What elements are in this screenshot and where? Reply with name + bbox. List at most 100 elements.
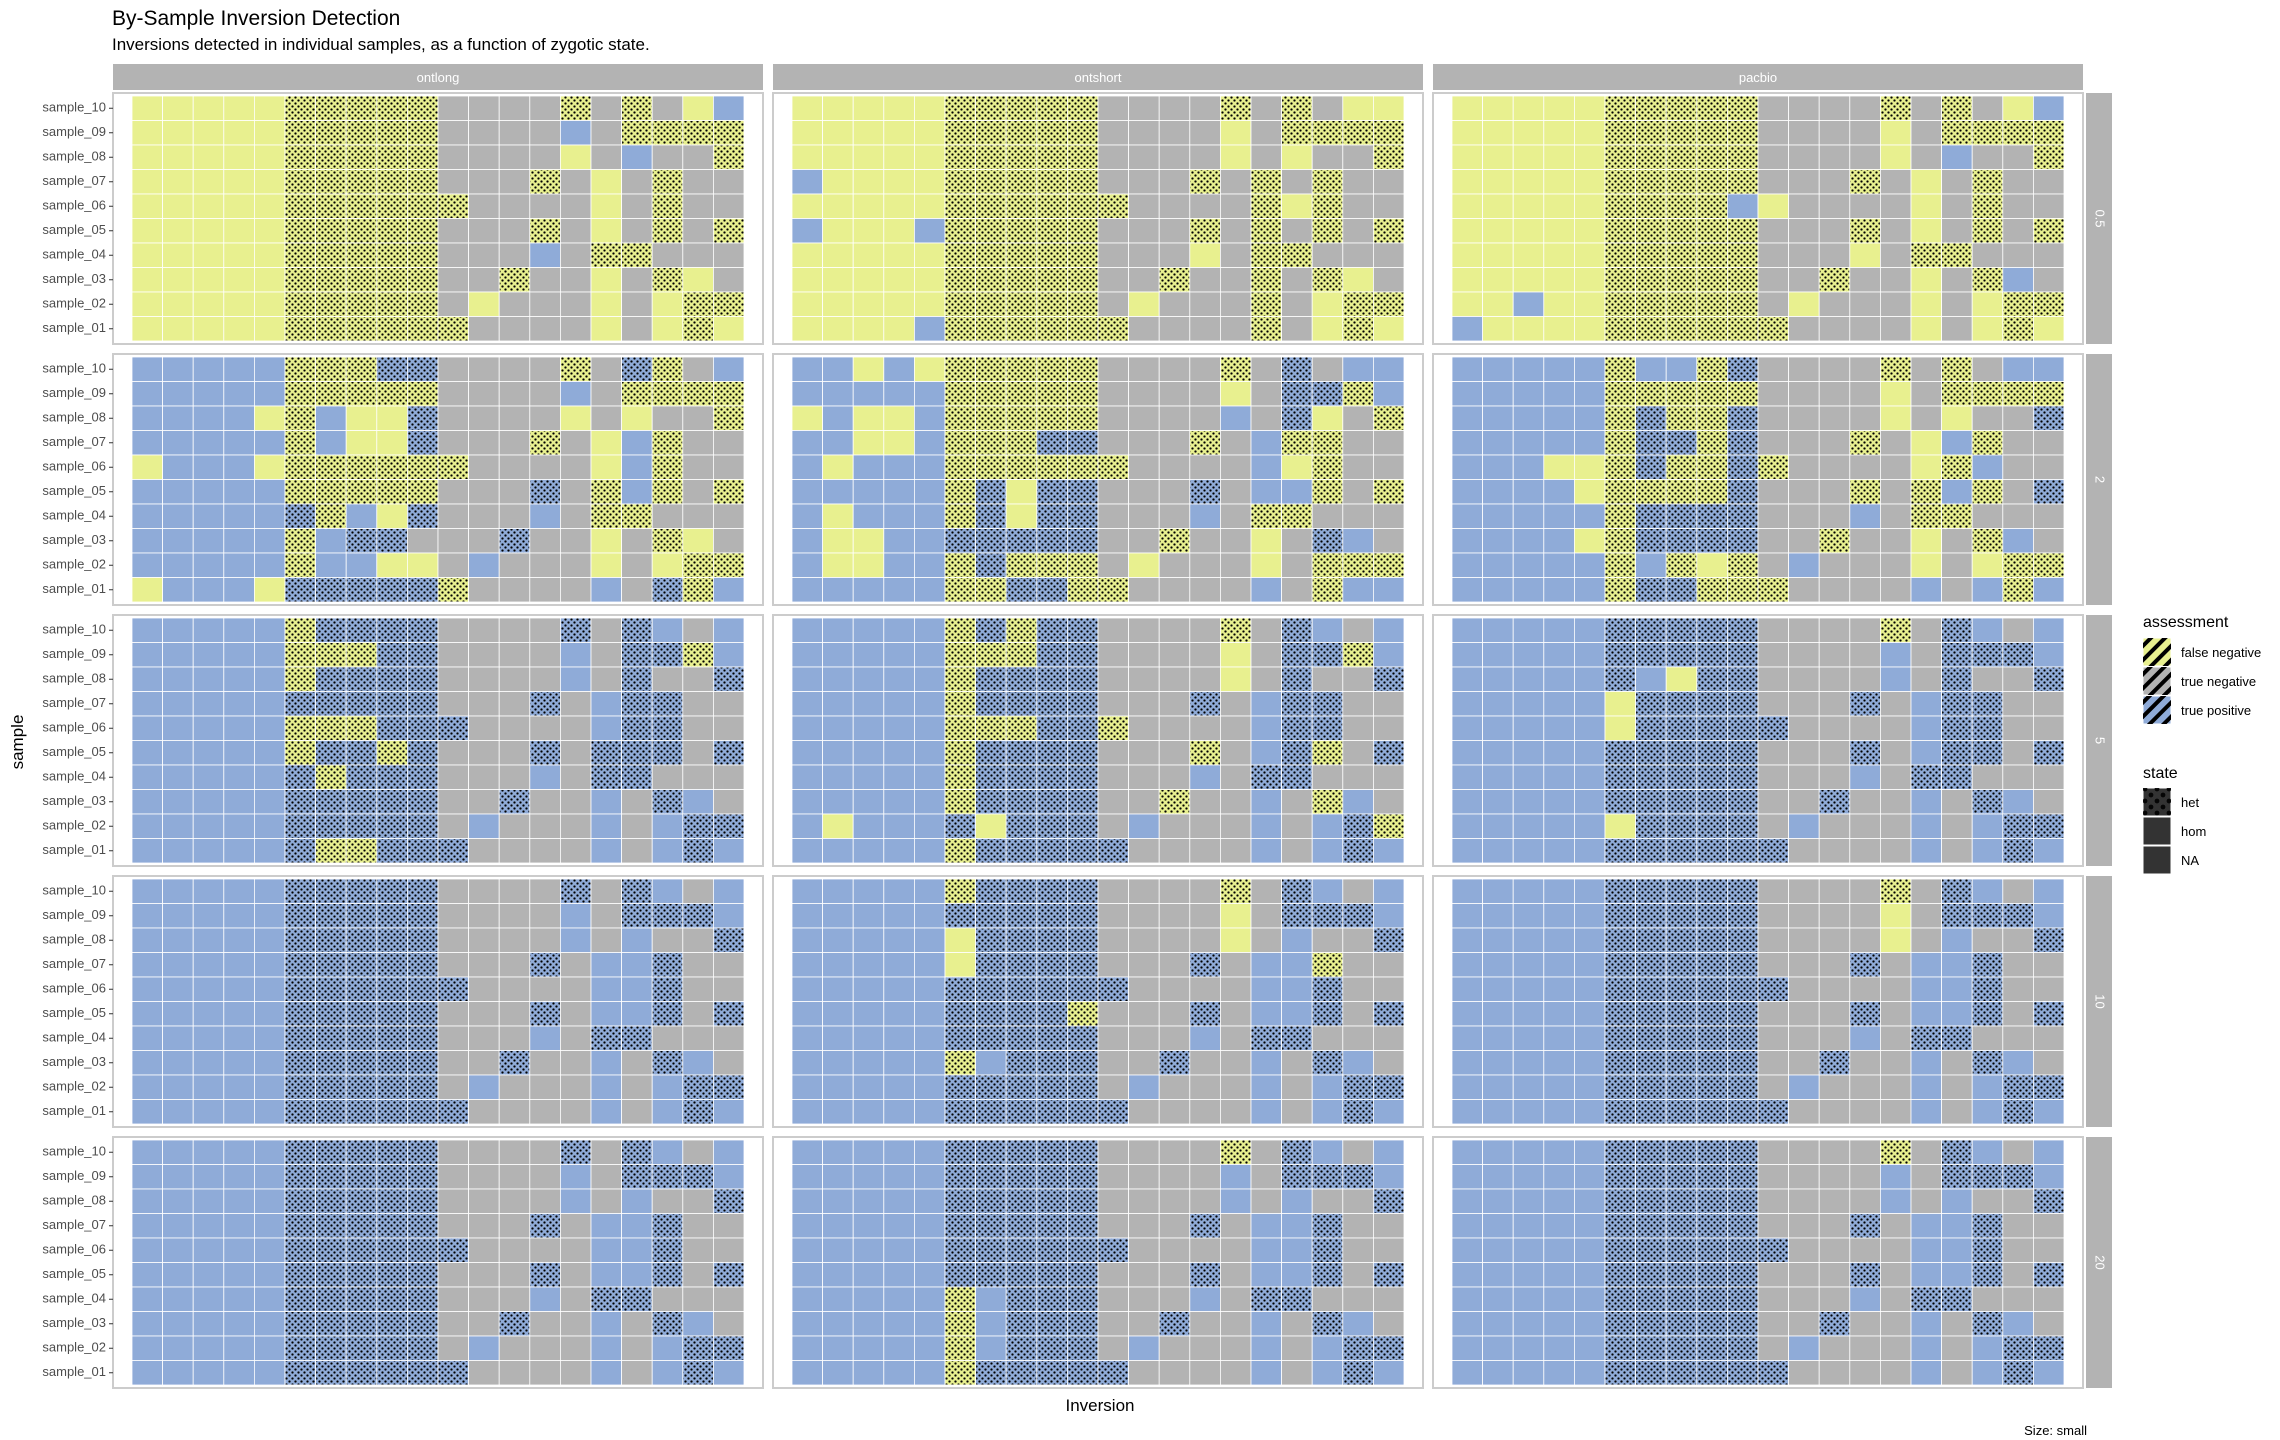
het-pattern [945, 357, 976, 381]
heatmap-cell [1941, 193, 1973, 219]
het-pattern [945, 243, 976, 267]
heatmap-cell [1849, 454, 1881, 480]
heatmap-cell [498, 617, 531, 643]
het-pattern [945, 1214, 976, 1238]
heatmap-cell [621, 454, 653, 480]
heatmap-cell [468, 577, 500, 603]
het-pattern [1666, 578, 1697, 602]
heatmap-cell [1512, 169, 1545, 195]
het-pattern [1067, 953, 1098, 977]
het-pattern [652, 455, 683, 479]
het-pattern [407, 692, 438, 716]
heatmap-cell [560, 903, 592, 929]
heatmap-cell [1543, 1050, 1575, 1076]
heatmap-cell [1910, 952, 1943, 978]
het-pattern [285, 667, 316, 691]
heatmap-cell [529, 642, 561, 668]
heatmap-cell [162, 927, 194, 953]
het-pattern [285, 1100, 316, 1124]
het-pattern [652, 219, 683, 243]
het-pattern [713, 553, 744, 577]
heatmap-cell [1818, 291, 1851, 317]
heatmap-cell [223, 144, 255, 170]
heatmap-cell [1880, 528, 1912, 554]
heatmap-cell [1281, 316, 1313, 342]
het-pattern [1666, 1214, 1697, 1238]
y-tick-label: sample_03 [42, 1054, 106, 1069]
heatmap-cell [1849, 144, 1881, 170]
heatmap-cell [131, 144, 164, 170]
heatmap-cell [822, 1335, 854, 1361]
heatmap-cell [1574, 1001, 1606, 1027]
heatmap-cell [560, 381, 592, 407]
panel-pacbio-0.5 [1432, 92, 2084, 345]
heatmap-cell [713, 1237, 745, 1263]
heatmap-cell [1311, 878, 1344, 904]
heatmap-cell [1097, 430, 1130, 456]
heatmap-cell [1788, 715, 1820, 741]
het-pattern [1006, 1287, 1037, 1311]
heatmap-cell [253, 715, 286, 741]
het-pattern [530, 692, 560, 716]
heatmap-cell [1158, 120, 1191, 146]
heatmap-cell [1220, 952, 1252, 978]
het-pattern [713, 1336, 744, 1360]
panel-pacbio-10 [1432, 875, 2084, 1128]
het-pattern [1727, 928, 1758, 952]
het-pattern [1636, 716, 1666, 740]
het-pattern [316, 1165, 346, 1189]
heatmap-cell [975, 1335, 1007, 1361]
heatmap-cell [1189, 267, 1221, 293]
heatmap-cell [1941, 1050, 1973, 1076]
heatmap-cell [1250, 617, 1283, 643]
het-pattern [622, 643, 652, 667]
heatmap-cell [468, 291, 500, 317]
het-pattern [377, 1312, 407, 1336]
het-pattern [945, 504, 976, 528]
het-pattern [1636, 618, 1666, 642]
heatmap-cell [791, 715, 824, 741]
heatmap-cell [822, 454, 854, 480]
het-pattern [945, 1051, 976, 1075]
het-pattern [316, 578, 346, 602]
heatmap-cell [468, 381, 500, 407]
heatmap-cell [1189, 1237, 1221, 1263]
heatmap-cell [883, 218, 915, 244]
heatmap-cell [1910, 903, 1943, 929]
panel-ontlong-5: sample_10sample_09sample_08sample_07samp… [42, 614, 764, 867]
heatmap-cell [1097, 1025, 1130, 1051]
heatmap-cell [1941, 405, 1973, 431]
y-tick-label: sample_01 [42, 1103, 106, 1118]
het-pattern [1605, 243, 1636, 267]
het-pattern [1006, 529, 1037, 553]
heatmap-cell [1342, 740, 1374, 766]
heatmap-cell [1941, 144, 1973, 170]
het-pattern [1697, 1312, 1727, 1336]
heatmap-cell [498, 976, 531, 1002]
heatmap-cell [914, 316, 946, 342]
heatmap-cell [713, 528, 745, 554]
heatmap-cell [1849, 927, 1881, 953]
heatmap-cell [2002, 405, 2034, 431]
het-pattern [346, 618, 377, 642]
heatmap-cell [253, 242, 286, 268]
heatmap-cell [192, 764, 225, 790]
het-pattern [560, 879, 591, 903]
het-pattern [945, 1002, 976, 1026]
heatmap-cell [1941, 1262, 1973, 1288]
het-pattern [976, 1026, 1006, 1050]
het-pattern [976, 480, 1006, 504]
het-pattern [1697, 268, 1727, 292]
y-tick-label: sample_04 [42, 769, 106, 784]
het-pattern [1727, 268, 1758, 292]
het-pattern [1067, 504, 1098, 528]
het-pattern [407, 194, 438, 218]
het-pattern [1697, 879, 1727, 903]
heatmap-cell [1880, 1286, 1912, 1312]
heatmap-cell [883, 316, 915, 342]
heatmap-cell [131, 976, 164, 1002]
heatmap-cell [1574, 1311, 1606, 1337]
het-pattern [346, 578, 377, 602]
heatmap-cell [253, 1286, 286, 1312]
heatmap-cell [1451, 740, 1484, 766]
